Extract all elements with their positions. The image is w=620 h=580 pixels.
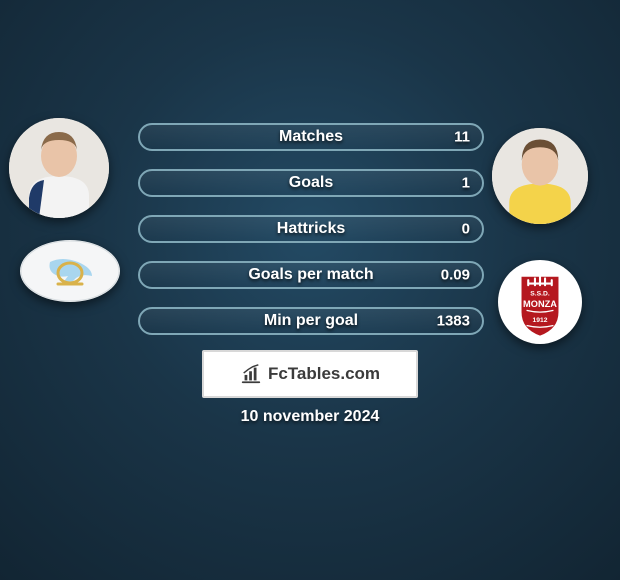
club2-badge: S.S.D. MONZA 1912 (498, 260, 582, 344)
svg-text:1912: 1912 (533, 317, 548, 324)
stat-label: Goals per match (248, 266, 373, 284)
stat-label: Min per goal (264, 312, 358, 330)
stat-value-right: 11 (454, 129, 470, 146)
stat-value-right: 0.09 (441, 267, 470, 284)
stat-value-right: 1383 (437, 313, 470, 330)
stat-list: Matches 11 Goals 1 Hattricks 0 Goals per… (138, 123, 484, 353)
svg-text:MONZA: MONZA (523, 299, 557, 309)
stat-label: Hattricks (277, 220, 345, 238)
club2-badge-svg: S.S.D. MONZA 1912 (498, 260, 582, 344)
player2-avatar (492, 128, 588, 224)
player2-avatar-svg (492, 128, 588, 224)
player1-avatar-svg (9, 118, 109, 218)
stat-row: Hattricks 0 (138, 215, 484, 243)
brand-box: FcTables.com (202, 350, 418, 398)
stat-value-right: 0 (462, 221, 470, 238)
stat-row: Goals 1 (138, 169, 484, 197)
comparison-card: Toma Basic vs Daniel Maldini Club compet… (0, 0, 620, 580)
bar-chart-icon (240, 363, 262, 385)
brand-text: FcTables.com (268, 364, 380, 384)
stat-row: Min per goal 1383 (138, 307, 484, 335)
stat-row: Matches 11 (138, 123, 484, 151)
stat-row: Goals per match 0.09 (138, 261, 484, 289)
player1-avatar (9, 118, 109, 218)
svg-text:S.S.D.: S.S.D. (530, 290, 550, 297)
stat-label: Goals (289, 174, 333, 192)
stat-label: Matches (279, 128, 343, 146)
club1-badge (20, 240, 120, 302)
stat-value-right: 1 (462, 175, 470, 192)
club1-badge-svg (20, 240, 120, 302)
date-text: 10 november 2024 (241, 408, 380, 426)
